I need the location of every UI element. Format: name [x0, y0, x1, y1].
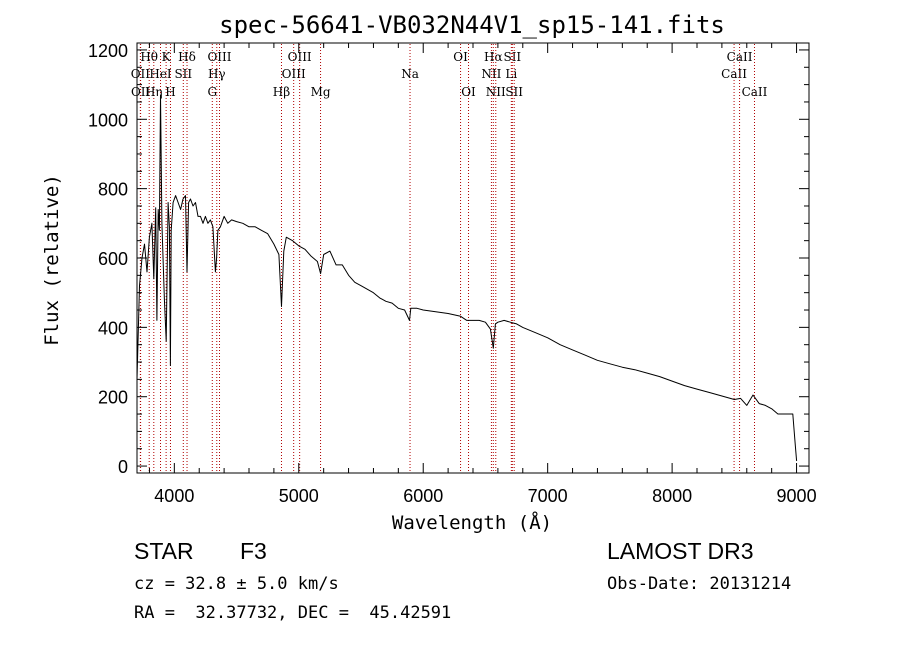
x-tick-label: 4000 — [154, 486, 194, 506]
line-marker-label: CaII — [727, 50, 753, 64]
x-tick-label: 8000 — [652, 486, 692, 506]
y-tick-label: 1000 — [88, 110, 128, 130]
line-marker-label: OIII — [282, 67, 306, 81]
line-marker-label: Hα — [484, 50, 503, 64]
y-tick-label: 400 — [98, 318, 128, 338]
redshift-readout: cz = 32.8 ± 5.0 km/s — [134, 574, 339, 594]
line-marker-label: Hβ — [273, 85, 290, 99]
spectrum-line — [136, 94, 798, 461]
survey-name: LAMOST DR3 — [607, 538, 754, 564]
observation-date: Obs-Date: 20131214 — [607, 574, 792, 594]
plot-frame — [136, 42, 810, 474]
line-marker-label: NII — [486, 85, 506, 99]
x-tick-label: 5000 — [279, 486, 319, 506]
line-marker-label: G — [207, 85, 217, 99]
line-marker-label: Mg — [311, 85, 331, 99]
line-marker-label: OI — [453, 50, 468, 64]
spectrum-series — [136, 94, 798, 461]
x-tick-label: 6000 — [403, 486, 443, 506]
line-marker-label: Hη — [145, 85, 163, 99]
line-marker-label: Hθ — [140, 50, 158, 64]
line-marker-label: SII — [174, 67, 192, 81]
line-marker-label: OII — [131, 85, 151, 99]
y-tick-label: 600 — [98, 249, 128, 269]
object-class: STAR — [134, 538, 194, 564]
line-marker-label: HeI — [149, 67, 172, 81]
y-axis-label: Flux (relative) — [41, 174, 63, 346]
y-tick-label: 200 — [98, 388, 128, 408]
line-marker-label: OIII — [207, 50, 231, 64]
x-tick-label: 7000 — [528, 486, 568, 506]
coordinates-readout: RA = 32.37732, DEC = 45.42591 — [134, 603, 452, 623]
line-marker-label: SII — [503, 50, 521, 64]
line-marker-label: CaII — [721, 67, 747, 81]
line-marker-label: Na — [401, 67, 419, 81]
line-marker-label: Hγ — [208, 67, 226, 81]
x-axis-label: Wavelength (Å) — [392, 511, 552, 534]
line-marker-label: OIII — [288, 50, 312, 64]
object-subclass: F3 — [240, 538, 267, 564]
line-marker-label: CaII — [742, 85, 768, 99]
x-tick-label: 9000 — [777, 486, 817, 506]
y-tick-label: 0 — [118, 457, 128, 477]
y-tick-label: 800 — [98, 180, 128, 200]
y-tick-label: 1200 — [88, 41, 128, 61]
line-marker-label: NII — [481, 67, 501, 81]
chart-title: spec-56641-VB032N44V1_sp15-141.fits — [219, 11, 725, 39]
line-marker-label: OI — [461, 85, 476, 99]
line-marker-label: H — [165, 85, 175, 99]
line-marker-label: K — [162, 50, 172, 64]
line-marker-label: Hδ — [178, 50, 196, 64]
line-marker-label: Li — [505, 67, 517, 81]
line-marker-label: SII — [505, 85, 523, 99]
axes: 4000 5000 6000 7000 8000 9000 0 200 400 600 800 100… — [88, 41, 817, 506]
